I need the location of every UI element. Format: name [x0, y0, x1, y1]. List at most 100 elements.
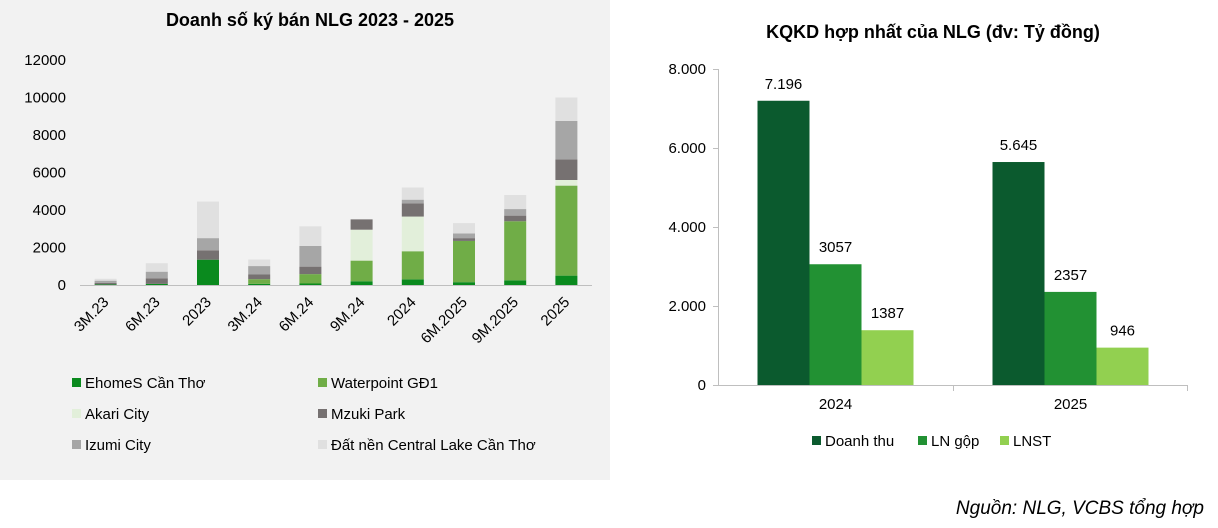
- right-y-tick-label: 0: [698, 377, 706, 394]
- left-bar-segment: [504, 215, 527, 222]
- left-legend-swatch: [72, 440, 81, 449]
- left-bar-segment: [350, 281, 373, 285]
- left-legend-swatch: [318, 409, 327, 418]
- left-bar-segment: [248, 279, 271, 284]
- right-chart-panel: [625, 0, 1218, 480]
- left-bar-segment: [299, 274, 322, 284]
- right-legend-label: Doanh thu: [825, 433, 894, 450]
- left-legend-swatch: [318, 440, 327, 449]
- left-legend-swatch: [318, 378, 327, 387]
- right-y-tick-label: 2.000: [668, 298, 706, 315]
- left-x-tick-label: 3M.23: [71, 294, 113, 336]
- right-bar-data-label: 1387: [871, 305, 904, 322]
- left-y-tick-label: 12000: [24, 52, 66, 69]
- right-x-tick-label: 2025: [1054, 396, 1087, 413]
- left-bar-segment: [453, 238, 475, 241]
- left-bar-segment: [248, 259, 271, 267]
- left-legend-label: Izumi City: [85, 437, 151, 454]
- left-bar-segment: [197, 201, 219, 239]
- left-bar-segment: [248, 266, 271, 275]
- left-x-tick-label: 3M.24: [225, 294, 267, 336]
- right-bar: [861, 330, 914, 385]
- left-bar-segment: [453, 233, 475, 239]
- right-x-tick-label: 2024: [819, 396, 852, 413]
- left-bar-segment: [94, 280, 117, 283]
- left-bar-segment: [299, 246, 322, 267]
- left-legend-label: Waterpoint GĐ1: [331, 375, 438, 392]
- right-bar-data-label: 946: [1110, 323, 1135, 340]
- left-bar-segment: [145, 278, 168, 284]
- left-bar-segment: [453, 240, 475, 283]
- right-bar: [1096, 347, 1149, 385]
- right-bar-data-label: 5.645: [1000, 137, 1038, 154]
- left-legend-swatch: [72, 378, 81, 387]
- left-bar-segment: [197, 259, 219, 285]
- right-legend-swatch: [1000, 436, 1009, 445]
- left-x-tick-label: 2023: [179, 294, 215, 330]
- left-bar-segment: [453, 282, 475, 285]
- left-bar-segment: [401, 187, 424, 200]
- right-bar-data-label: 2357: [1054, 267, 1087, 284]
- left-bar-segment: [504, 280, 527, 285]
- left-legend-swatch: [72, 409, 81, 418]
- left-x-tick-label: 9M.2025: [469, 294, 522, 347]
- left-bar-segment: [504, 209, 527, 216]
- left-bar-segment: [555, 180, 578, 186]
- left-x-tick-label: 9M.24: [327, 294, 369, 336]
- left-bar-segment: [197, 250, 219, 260]
- right-bar: [757, 100, 810, 386]
- right-bar-data-label: 3057: [819, 239, 852, 256]
- left-bar-segment: [555, 120, 578, 160]
- right-legend-swatch: [918, 436, 927, 445]
- left-bar-segment: [350, 229, 373, 261]
- left-bar-segment: [555, 185, 578, 276]
- left-bar-segment: [504, 221, 527, 281]
- left-bar-segment: [94, 284, 117, 285]
- left-bar-segment: [401, 199, 424, 204]
- left-bar-segment: [299, 226, 322, 246]
- left-bar-segment: [299, 266, 322, 275]
- left-bar-segment: [145, 263, 168, 272]
- left-y-tick-label: 4000: [33, 202, 66, 219]
- left-legend-label: EhomeS Cần Thơ: [85, 375, 206, 392]
- left-bar-segment: [555, 275, 578, 285]
- left-x-tick-label: 6M.2025: [418, 294, 471, 347]
- left-y-tick-label: 6000: [33, 165, 66, 182]
- right-y-tick-label: 4.000: [668, 219, 706, 236]
- left-bar-segment: [350, 260, 373, 282]
- left-bar-segment: [401, 279, 424, 285]
- left-x-tick-label: 6M.23: [122, 294, 164, 336]
- left-bar-segment: [401, 203, 424, 217]
- left-bar-segment: [248, 274, 271, 280]
- right-bar: [809, 264, 862, 385]
- left-bar-segment: [555, 97, 578, 121]
- right-y-tick-label: 8.000: [668, 61, 706, 78]
- left-legend-label: Akari City: [85, 406, 150, 423]
- left-bar-segment: [94, 278, 117, 281]
- left-bar-segment: [504, 195, 527, 210]
- right-y-tick-label: 6.000: [668, 140, 706, 157]
- left-x-tick-label: 6M.24: [276, 294, 318, 336]
- left-bar-segment: [145, 283, 168, 285]
- left-chart-title: Doanh số ký bán NLG 2023 - 2025: [166, 10, 454, 30]
- left-x-tick-label: 2024: [384, 294, 420, 330]
- right-legend-label: LN gộp: [931, 433, 979, 450]
- left-bar-segment: [453, 223, 475, 234]
- right-bar: [992, 162, 1045, 385]
- left-bar-segment: [401, 216, 424, 252]
- left-y-tick-label: 0: [58, 277, 66, 294]
- left-legend-label: Đất nền Central Lake Cần Thơ: [331, 437, 536, 454]
- left-bar-segment: [299, 283, 322, 285]
- left-legend-label: Mzuki Park: [331, 406, 406, 423]
- left-bar-segment: [94, 282, 117, 285]
- left-x-tick-label: 2025: [538, 294, 574, 330]
- right-legend-label: LNST: [1013, 433, 1051, 450]
- left-bar-segment: [350, 219, 373, 230]
- right-chart-title: KQKD hợp nhất của NLG (đv: Tỷ đồng): [766, 22, 1100, 42]
- left-y-tick-label: 8000: [33, 127, 66, 144]
- left-bar-segment: [401, 251, 424, 280]
- left-bar-segment: [197, 238, 219, 251]
- left-bar-segment: [248, 283, 271, 285]
- left-y-tick-label: 10000: [24, 90, 66, 107]
